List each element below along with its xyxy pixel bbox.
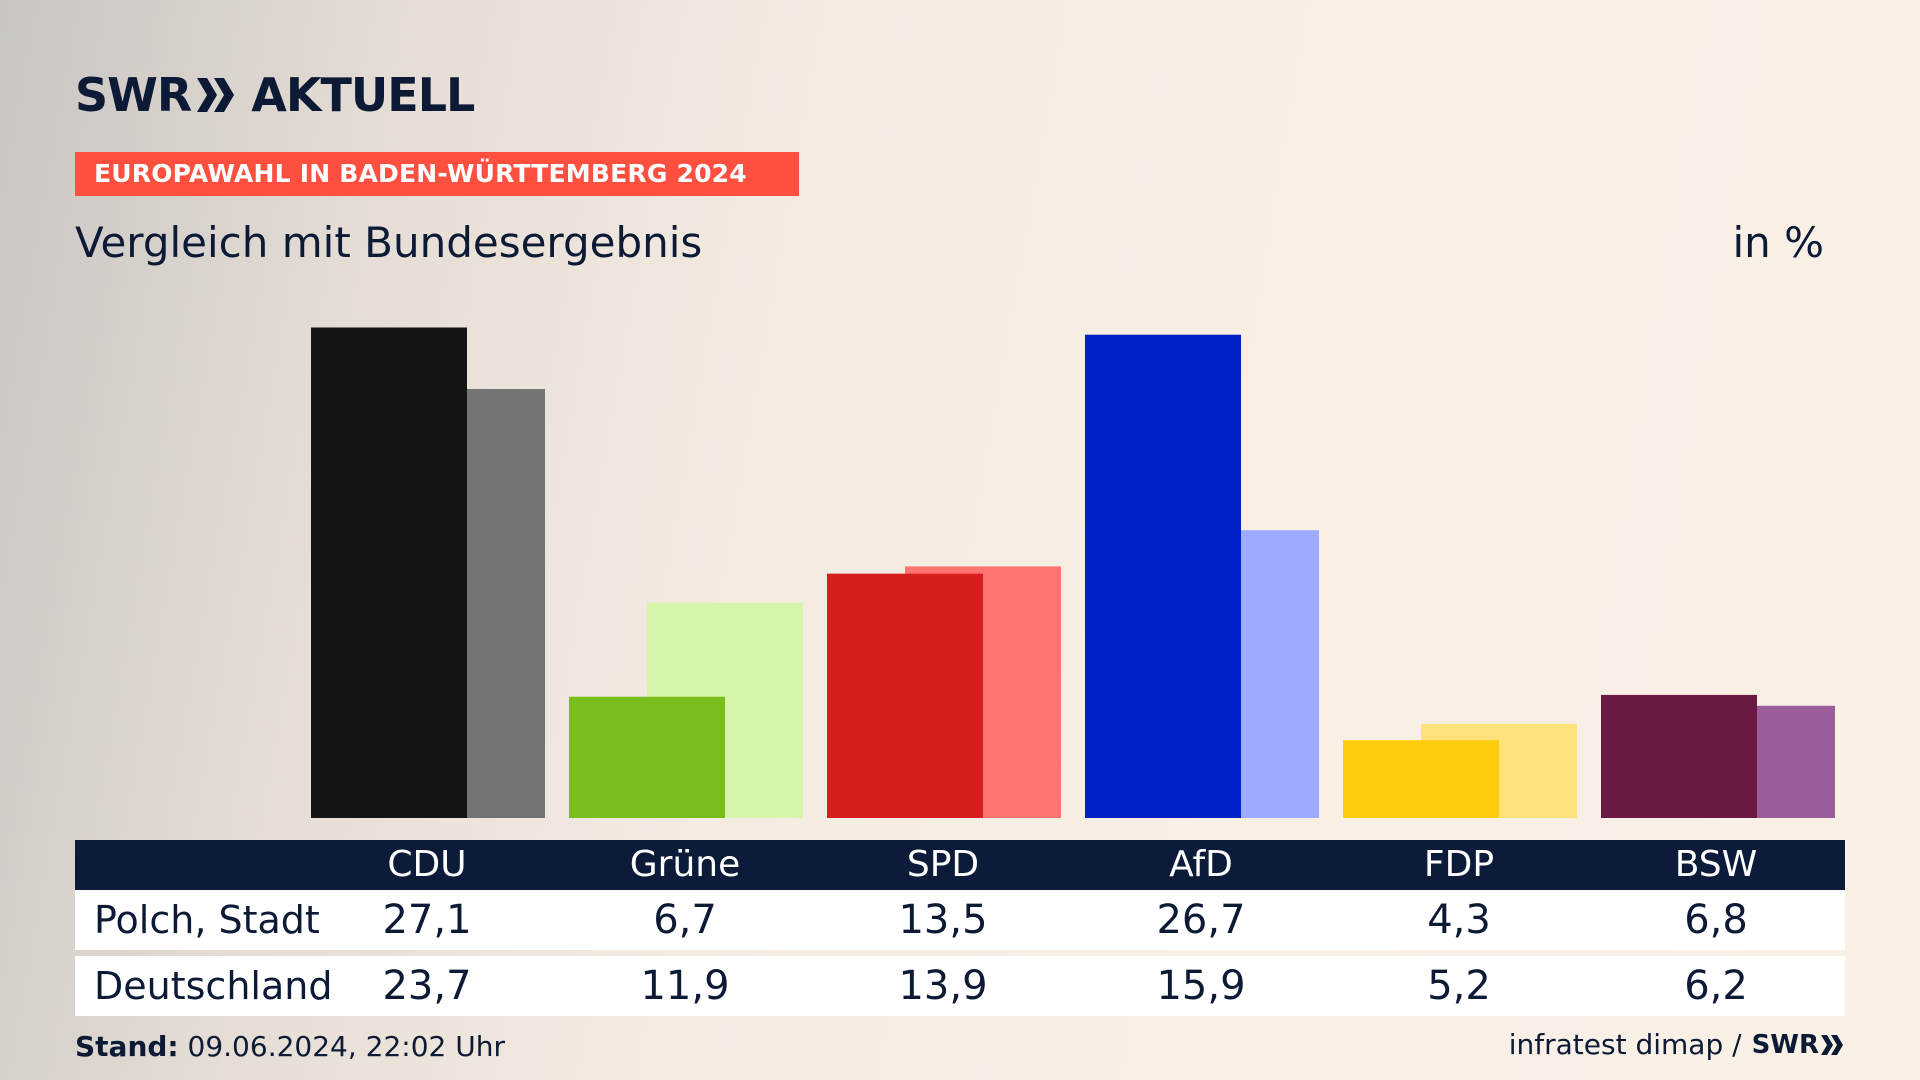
table-cell: 4,3 bbox=[1427, 897, 1491, 943]
logo-text-aktuell: AKTUELL bbox=[251, 68, 475, 122]
table-cell: 15,9 bbox=[1156, 963, 1246, 1009]
double-chevron-icon bbox=[1821, 1034, 1843, 1055]
row-label-national: Deutschland bbox=[94, 964, 333, 1008]
table-cell: 5,2 bbox=[1427, 963, 1491, 1009]
chart-subtitle: Vergleich mit Bundesergebnis bbox=[75, 218, 703, 267]
source-credit: infratest dimap / SWR bbox=[1509, 1028, 1845, 1061]
double-chevron-icon bbox=[197, 78, 235, 112]
bar-polch-afd bbox=[1085, 334, 1241, 818]
timestamp: Stand: 09.06.2024, 22:02 Uhr bbox=[75, 1030, 505, 1063]
table-header-cell: AfD bbox=[1169, 844, 1233, 885]
table-cell: 13,5 bbox=[898, 897, 988, 943]
table-header-cell: SPD bbox=[906, 844, 980, 885]
table-header-cell: CDU bbox=[387, 844, 467, 885]
table-cell: 11,9 bbox=[640, 963, 730, 1009]
election-banner: EUROPAWAHL IN BADEN-WÜRTTEMBERG 2024 bbox=[75, 152, 799, 196]
swr-aktuell-logo: SWR AKTUELL bbox=[75, 68, 475, 122]
unit-label: in % bbox=[1732, 218, 1824, 267]
bar-polch-cdu bbox=[311, 327, 467, 818]
table-cell: 13,9 bbox=[898, 963, 988, 1009]
source-text: infratest dimap / bbox=[1508, 1028, 1742, 1061]
table-row: Polch, Stadt 27,1 6,7 13,5 26,7 4,3 6,8 bbox=[75, 890, 1845, 950]
table-cell: 27,1 bbox=[382, 897, 472, 943]
table-header-row: CDU Grüne SPD AfD FDP BSW bbox=[75, 840, 1845, 890]
table-cell: 23,7 bbox=[382, 963, 472, 1009]
table-cell: 26,7 bbox=[1156, 897, 1246, 943]
bar-polch-spd bbox=[827, 573, 983, 818]
bar-polch-grüne bbox=[569, 696, 725, 818]
table-header-cell: Grüne bbox=[629, 844, 741, 885]
bar-polch-fdp bbox=[1343, 740, 1499, 818]
stand-label: Stand: bbox=[75, 1030, 179, 1063]
logo-text-swr: SWR bbox=[75, 68, 192, 122]
bar-polch-bsw bbox=[1601, 694, 1757, 818]
stand-value: 09.06.2024, 22:02 Uhr bbox=[187, 1030, 505, 1063]
table-cell: 6,2 bbox=[1684, 963, 1748, 1009]
table-header-cell: FDP bbox=[1423, 844, 1495, 885]
table-header-cell: BSW bbox=[1674, 844, 1758, 885]
table-row: Deutschland 23,7 11,9 13,9 15,9 5,2 6,2 bbox=[75, 956, 1845, 1016]
bar-chart bbox=[311, 327, 1835, 818]
table-cell: 6,7 bbox=[653, 897, 717, 943]
small-logo-text: SWR bbox=[1751, 1029, 1819, 1060]
swr-small-logo: SWR bbox=[1752, 1030, 1845, 1060]
row-label-local: Polch, Stadt bbox=[94, 898, 320, 942]
table-cell: 6,8 bbox=[1684, 897, 1748, 943]
